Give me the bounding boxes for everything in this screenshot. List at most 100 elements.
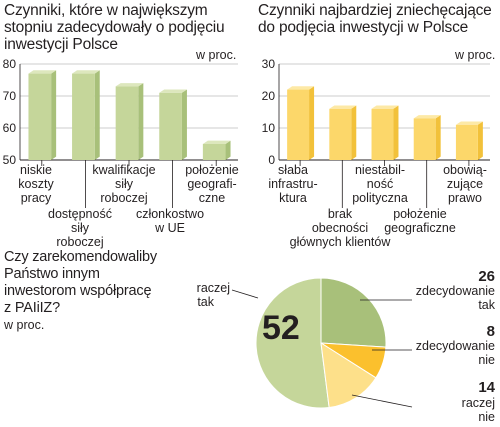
right-category-label: głównych klientów [290,235,392,249]
right-title-line: Czynniki najbardziej zniechęcające [258,2,492,19]
left-bar-top [115,83,144,87]
left-bar [159,89,187,160]
pie-slice [320,277,387,348]
left-chart-title: Czynniki, które w największym stopniu za… [4,2,249,53]
right-bar-top [287,86,315,90]
right-category-label: zujące [447,177,483,191]
pie-value-zdecydowanie-nie: 8 [487,323,495,340]
left-category-label: siły [115,177,134,191]
right-category-label: ktura [279,191,307,205]
right-category-label: ność [367,177,393,191]
left-bar-side [51,70,57,160]
left-category-label: położenie [185,163,239,177]
left-bar [202,140,231,160]
left-category-label: niskie [20,163,52,177]
right-bar [413,115,441,160]
left-bar-front [72,73,95,160]
pie-label-zdecydowanie-tak: tak [478,298,495,312]
left-bar [115,83,144,160]
left-ytick-label: 50 [3,153,17,167]
right-bar-side [351,105,357,160]
right-chart-title: Czynniki najbardziej zniechęcające do po… [258,2,498,36]
left-bar-side [181,89,187,160]
left-category-label: roboczej [56,235,103,249]
right-bar-side [309,86,315,160]
right-bar-front [329,108,352,160]
pie-leader [231,289,259,299]
right-ytick-label: 10 [262,121,276,135]
left-title-line: stopniu zadecydowały o podjęciu [4,19,225,36]
right-bar-side [435,115,441,160]
pie-slice [320,342,377,409]
left-category-label: geografi- [187,177,236,191]
right-category-label: prawo [448,191,482,205]
pie-chart: raczejtak5226zdecydowanietak8zdecydowani… [197,268,496,424]
pie-label-raczej-tak: tak [197,295,214,309]
right-category-label: brak [328,207,353,221]
left-category-label: w UE [154,221,185,235]
pie-label-raczej-nie: nie [478,410,495,424]
left-bar-side [94,70,100,160]
pie-label-zdecydowanie-nie: zdecydowanie [416,339,495,353]
pie-label-raczej-nie: raczej [462,396,495,410]
left-unit-label: w proc. [196,48,237,62]
right-bar-front [287,89,310,160]
left-bar-front [202,144,226,160]
right-category-label: geograficzne [384,221,456,235]
left-category-label: członkostwo [136,207,204,221]
right-category-label: obowią- [443,163,487,177]
right-bar [371,105,399,160]
right-category-label: polityczna [352,191,408,205]
pie-title-line: inwestorom współpracę [4,283,152,299]
left-category-label: siły [71,221,90,235]
left-bar-top [72,70,100,74]
right-bar [329,105,357,160]
right-ytick-label: 0 [268,153,275,167]
left-category-label: kwalifikacje [92,163,155,177]
right-bar-top [371,105,399,109]
right-bar [287,86,315,160]
right-ytick-label: 30 [262,57,276,71]
left-category-label: koszty [18,177,54,191]
pie-title-line: Państwo innym [4,266,100,282]
right-category-label: infrastru- [268,177,317,191]
right-bar-side [477,121,483,160]
right-bar-front [455,124,478,160]
pie-slice [255,277,330,409]
left-ytick-label: 80 [3,57,17,71]
left-bar-top [159,89,187,93]
right-category-label: słaba [278,163,308,177]
pie-value-zdecydowanie-tak: 26 [478,268,495,285]
left-bar [28,70,57,160]
pie-label-zdecydowanie-tak: zdecydowanie [416,284,495,298]
left-bar-top [202,140,231,144]
left-ytick-label: 70 [3,89,17,103]
left-category-label: dostępność [48,207,112,221]
pie-label-zdecydowanie-nie: nie [478,353,495,367]
pie-chart-title: Czy zarekomendowaliby Państwo innym inwe… [4,249,184,317]
pie-title-line: Czy zarekomendowaliby [4,249,157,265]
left-category-label: pracy [21,191,52,205]
left-ytick-label: 60 [3,121,17,135]
right-bar [455,121,483,160]
pie-title-line: z PAIiIZ? [4,300,60,316]
right-bar-top [413,115,441,119]
pie-label-raczej-tak: raczej [197,281,230,295]
left-bar-front [159,92,182,160]
left-title-line: inwestycji Polsce [4,36,118,53]
left-bar [72,70,100,160]
right-unit-label: w proc. [455,48,496,62]
right-ytick-label: 20 [262,89,276,103]
left-bar-side [138,83,144,160]
left-title-line: Czynniki, które w największym [4,2,208,19]
right-bar-top [455,121,483,125]
right-bar-front [413,118,436,160]
right-category-label: niestabil- [355,163,405,177]
right-category-label: położenie [393,207,447,221]
left-bar-front [28,73,52,160]
pie-unit-label: w proc. [4,318,45,332]
right-bar-side [393,105,399,160]
left-bar-front [115,86,139,160]
